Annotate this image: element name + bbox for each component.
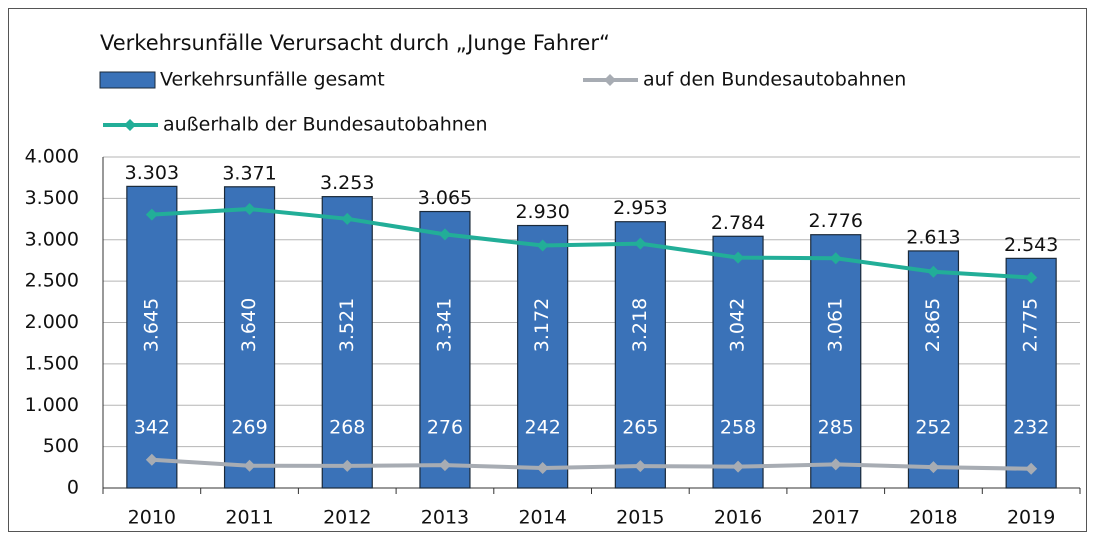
line-marker — [145, 453, 158, 466]
bar — [712, 235, 764, 489]
bar-value-label: 3.645 — [140, 298, 162, 352]
y-tick-label: 3.000 — [25, 228, 79, 250]
bar — [614, 221, 666, 489]
line-value-label: 2.784 — [711, 212, 765, 234]
line-marker — [243, 459, 256, 472]
line-value-label: 3.371 — [222, 162, 276, 184]
line-marker — [1025, 271, 1038, 284]
x-tick-label: 2012 — [323, 507, 371, 529]
line-marker — [145, 208, 158, 221]
line-marker — [536, 239, 549, 252]
line-value-label: 242 — [525, 417, 561, 439]
bar-value-label: 3.061 — [824, 298, 846, 352]
chart-title: Verkehrsunfälle Verursacht durch „Junge … — [100, 31, 610, 55]
x-tick-label: 2010 — [128, 507, 176, 529]
line-value-label: 265 — [622, 417, 658, 439]
bar-value-label: 2.865 — [922, 298, 944, 352]
line-value-label: 3.253 — [320, 172, 374, 194]
legend-label: außerhalb der Bundesautobahnen — [163, 114, 488, 136]
legend-marker — [124, 119, 136, 131]
y-tick-label: 1.500 — [25, 352, 79, 374]
line — [151, 457, 1032, 471]
line-marker — [243, 203, 256, 216]
line-marker — [1025, 462, 1038, 475]
x-tick-label: 2018 — [909, 507, 957, 529]
bar-value-label: 3.172 — [531, 298, 553, 352]
line-marker — [634, 460, 647, 473]
line-value-label: 276 — [427, 417, 463, 439]
line-value-label: 269 — [231, 417, 267, 439]
bar — [1005, 257, 1057, 489]
legend-label: Verkehrsunfälle gesamt — [160, 69, 385, 91]
line-marker — [634, 237, 647, 250]
line-marker — [829, 252, 842, 265]
y-tick-label: 1.000 — [25, 394, 79, 416]
x-tick-label: 2017 — [812, 507, 860, 529]
line-value-label: 2.543 — [1004, 234, 1058, 256]
line-marker — [927, 461, 940, 474]
line-marker — [732, 251, 745, 264]
x-tick-label: 2013 — [421, 507, 469, 529]
bar — [321, 196, 373, 489]
line-marker — [341, 459, 354, 472]
line-marker — [829, 458, 842, 471]
y-tick-label: 2.500 — [25, 270, 79, 292]
x-tick-label: 2011 — [225, 507, 273, 529]
bar — [223, 186, 276, 489]
y-tick-label: 3.500 — [25, 187, 79, 209]
x-tick-label: 2015 — [616, 507, 664, 529]
line-value-label: 3.065 — [418, 187, 472, 209]
line-value-label: 252 — [915, 417, 951, 439]
bar — [810, 234, 862, 489]
bar-value-label: 3.640 — [238, 298, 260, 352]
line-marker — [341, 212, 354, 225]
line-value-label: 2.613 — [906, 226, 960, 248]
x-tick-label: 2019 — [1007, 507, 1055, 529]
line-value-label: 2.953 — [613, 197, 667, 219]
line-value-label: 258 — [720, 417, 756, 439]
y-tick-label: 0 — [67, 477, 79, 499]
bar-value-label: 3.521 — [336, 298, 358, 352]
bar — [419, 210, 471, 489]
y-tick-label: 4.000 — [25, 146, 79, 168]
x-tick-label: 2014 — [518, 507, 566, 529]
line-value-label: 2.930 — [515, 201, 569, 223]
y-tick-label: 2.000 — [25, 311, 79, 333]
line-value-label: 232 — [1013, 417, 1049, 439]
y-tick-label: 500 — [43, 435, 79, 457]
line — [151, 207, 1032, 280]
bar — [907, 250, 960, 489]
x-tick-label: 2016 — [714, 507, 762, 529]
bar-value-label: 3.218 — [629, 298, 651, 352]
bar-value-label: 3.042 — [727, 298, 749, 352]
legend-label: auf den Bundesautobahnen — [643, 69, 906, 91]
bar — [126, 185, 178, 489]
line-value-label: 268 — [329, 417, 365, 439]
line-marker — [732, 460, 745, 473]
line-marker — [438, 459, 451, 472]
line-marker — [927, 265, 940, 278]
line-value-label: 3.303 — [125, 162, 179, 184]
bar-value-label: 3.341 — [433, 298, 455, 352]
line-marker — [536, 461, 549, 474]
bar-value-label: 2.775 — [1020, 298, 1042, 352]
line-value-label: 2.776 — [809, 210, 863, 232]
line-value-label: 285 — [818, 417, 854, 439]
legend-marker — [604, 74, 616, 86]
legend-swatch — [99, 71, 156, 89]
bar — [517, 224, 569, 489]
line-value-label: 342 — [134, 417, 170, 439]
line-marker — [438, 228, 451, 241]
